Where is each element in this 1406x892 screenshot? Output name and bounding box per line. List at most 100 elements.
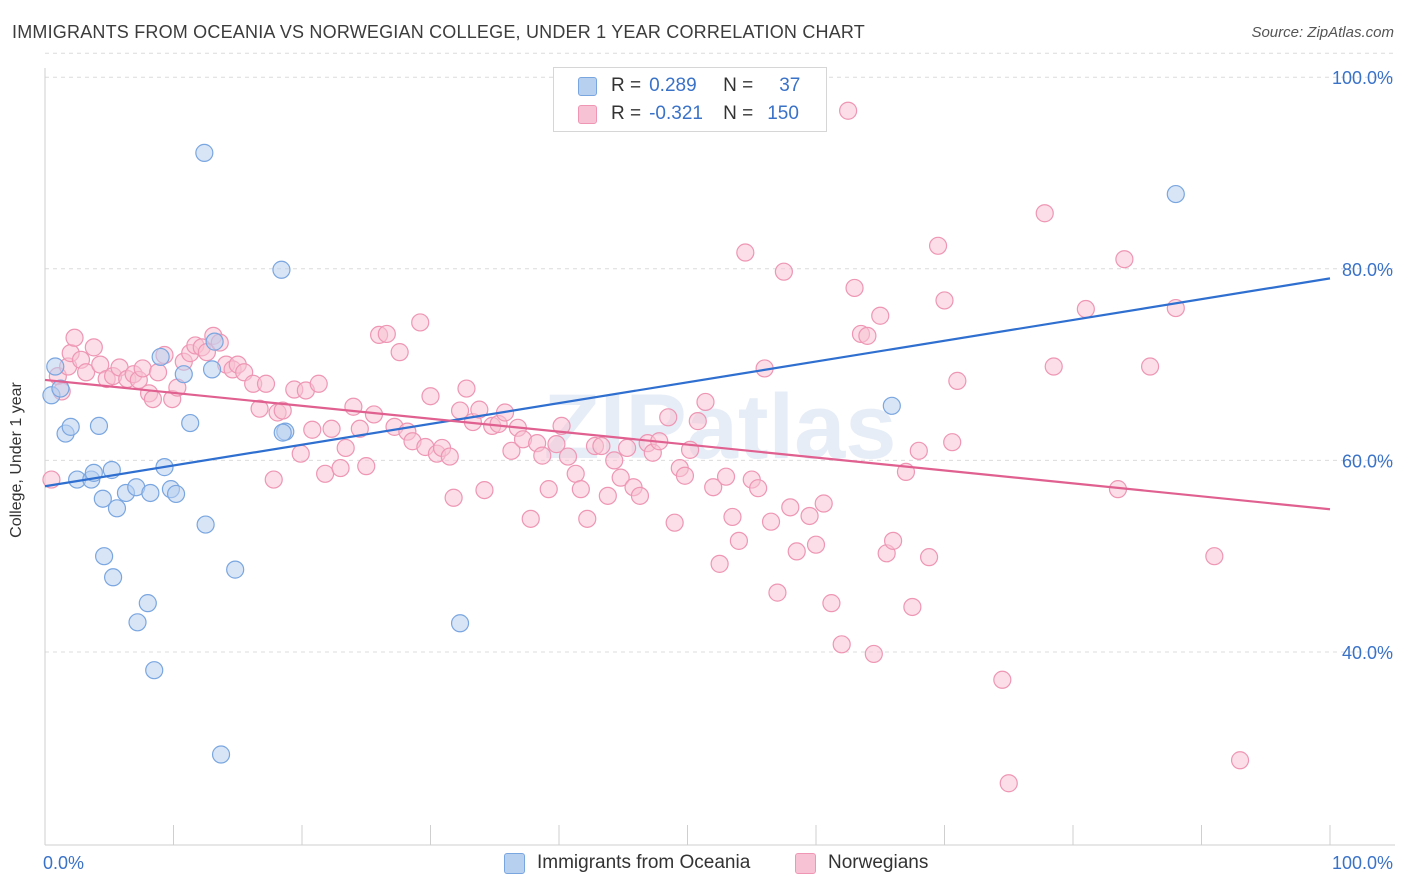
data-point	[883, 531, 903, 550]
data-point	[440, 447, 459, 466]
y-axis-label: College, Under 1 year	[8, 382, 25, 538]
data-point	[800, 506, 819, 526]
data-point	[93, 489, 112, 508]
data-point	[128, 613, 147, 632]
data-point	[665, 513, 684, 532]
oceania-points	[42, 143, 1185, 764]
data-point	[411, 313, 430, 332]
data-point	[832, 635, 851, 654]
data-point	[592, 436, 611, 456]
oceania-legend-swatch	[504, 852, 525, 874]
data-point	[605, 451, 624, 470]
data-point	[1140, 357, 1160, 376]
data-point	[919, 548, 939, 567]
data-point	[107, 499, 127, 518]
data-point	[864, 644, 883, 664]
legend-row-oceania: R = 0.289 N = 37	[578, 73, 800, 99]
tick-labels: 40.0% 60.0% 80.0% 100.0% 0.0% 100.0%	[43, 68, 1393, 873]
data-point	[736, 243, 755, 262]
data-point	[903, 597, 922, 617]
data-point	[273, 423, 292, 442]
data-point	[450, 614, 470, 633]
data-point	[502, 441, 521, 460]
legend-item-oceania[interactable]: Immigrants from Oceania	[504, 852, 750, 874]
data-point	[675, 466, 695, 485]
legend-n-value: 37	[779, 75, 801, 96]
data-point	[143, 389, 163, 409]
data-point	[166, 484, 186, 504]
data-point	[196, 515, 215, 534]
trend-lines	[44, 277, 1331, 511]
correlation-legend: R = 0.289 N = 37 R = -0.321 N = 150	[553, 67, 827, 132]
data-point	[871, 306, 890, 325]
data-point	[357, 457, 376, 476]
data-point	[704, 478, 723, 497]
data-point	[145, 661, 164, 680]
norwegians-legend-label: Norwegians	[828, 852, 929, 873]
legend-n-label: N =	[723, 103, 754, 124]
data-point	[273, 401, 292, 420]
data-point	[291, 444, 310, 463]
data-point	[552, 416, 571, 436]
data-point	[999, 774, 1018, 793]
legend-item-norwegians[interactable]: Norwegians	[795, 852, 928, 874]
series-legend: Immigrants from Oceania Norwegians	[0, 852, 1406, 878]
data-point	[521, 509, 540, 528]
data-point	[630, 486, 650, 505]
data-point	[1115, 250, 1134, 269]
data-point	[618, 438, 637, 458]
norwegians-trend-line	[44, 378, 1331, 511]
data-point	[470, 400, 489, 419]
y-tick-label: 60.0%	[1342, 451, 1393, 471]
data-point	[377, 324, 396, 344]
data-point	[133, 359, 152, 378]
norwegians-swatch	[578, 104, 597, 124]
data-point	[787, 542, 806, 561]
data-point	[814, 494, 833, 513]
data-point	[539, 480, 558, 499]
data-point	[571, 480, 590, 499]
data-point	[148, 363, 168, 382]
y-tick-label: 100.0%	[1332, 68, 1393, 88]
data-point	[350, 419, 369, 438]
data-point	[141, 483, 160, 503]
data-point	[444, 488, 463, 507]
data-point	[716, 467, 736, 486]
data-point	[578, 509, 597, 528]
y-tick-label: 80.0%	[1342, 260, 1393, 280]
data-point	[174, 365, 193, 384]
data-point	[95, 547, 114, 566]
data-point	[390, 343, 409, 362]
data-point	[336, 438, 355, 458]
norwegians-legend-swatch	[795, 852, 816, 874]
data-point	[598, 486, 617, 505]
x-tick-label: 0.0%	[43, 853, 84, 873]
data-point	[533, 446, 552, 465]
data-point	[151, 347, 170, 367]
data-point	[89, 416, 109, 436]
oceania-trend-line	[44, 277, 1331, 488]
data-point	[84, 338, 103, 357]
legend-r-label: R =	[611, 103, 642, 124]
data-point	[935, 291, 954, 310]
y-tick-label: 40.0%	[1342, 643, 1393, 663]
data-point	[723, 507, 742, 527]
data-point	[688, 412, 707, 431]
data-point	[1035, 204, 1054, 223]
norwegians-points	[42, 101, 1250, 793]
data-point	[1205, 547, 1224, 566]
data-point	[138, 594, 157, 613]
data-point	[993, 670, 1012, 689]
data-point	[659, 408, 678, 427]
data-point	[211, 745, 231, 764]
data-point	[547, 435, 566, 454]
data-point	[710, 554, 729, 573]
data-point	[566, 464, 585, 483]
data-point	[858, 326, 877, 345]
oceania-swatch	[578, 76, 597, 96]
data-point	[774, 262, 793, 281]
data-point	[1076, 299, 1095, 319]
data-point	[558, 447, 578, 466]
data-point	[309, 374, 328, 393]
